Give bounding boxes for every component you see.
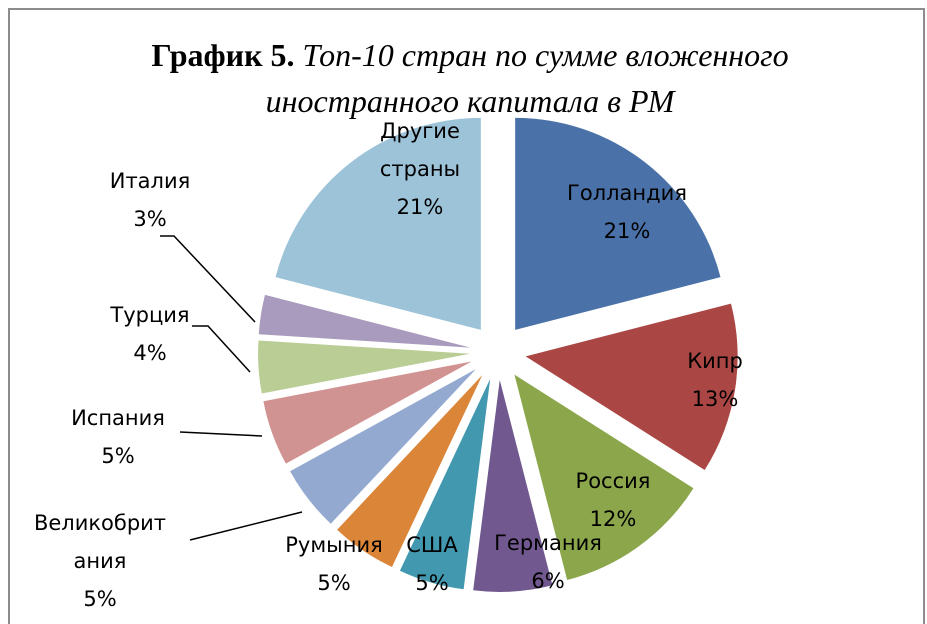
slice-value-label: 5%	[317, 571, 350, 595]
pie-slice	[263, 361, 472, 464]
pie-slice	[275, 117, 481, 330]
slice-label: Германия	[494, 531, 602, 555]
pie-slice	[525, 303, 738, 470]
pie-slice	[515, 117, 721, 330]
pie-slice	[258, 294, 471, 348]
pie-slice	[290, 369, 476, 524]
slice-value-label: 5%	[83, 587, 116, 611]
slice-label: Россия	[576, 469, 651, 493]
slice-value-label: 3%	[133, 207, 166, 231]
leader-line	[160, 235, 256, 323]
pie-slice	[473, 379, 553, 592]
slice-value-label: 6%	[531, 569, 564, 593]
slice-label: США	[406, 533, 458, 557]
chart-title: График 5. Топ-10 стран по сумме вложенно…	[140, 32, 800, 124]
slice-label: Другие страны	[380, 119, 460, 181]
leader-line	[179, 431, 263, 437]
slice-value-label: 12%	[590, 507, 637, 531]
slice-label: Испания	[71, 406, 165, 430]
pie-slice	[337, 375, 483, 567]
pie-slice	[399, 378, 491, 590]
slice-value-label: 13%	[692, 387, 739, 411]
slice-value-label: 5%	[101, 444, 134, 468]
slice-label: Турция	[109, 303, 189, 327]
slice-value-label: 5%	[415, 571, 448, 595]
pie-slice	[258, 340, 471, 394]
slice-value-label: 4%	[133, 341, 166, 365]
slice-label: Кипр	[687, 349, 743, 373]
figure-label: График 5.	[151, 37, 295, 73]
slice-label: Голландия	[567, 181, 687, 205]
slice-label: Италия	[110, 169, 191, 193]
pie-slice	[514, 374, 694, 580]
title-text: Топ-10 стран по сумме вложенного иностра…	[265, 37, 789, 119]
slice-label: Румыния	[285, 533, 383, 557]
slice-label: Великобрит ания	[34, 511, 166, 573]
slice-value-label: 21%	[397, 195, 444, 219]
leader-line	[192, 325, 251, 373]
slice-value-label: 21%	[604, 219, 651, 243]
leader-line	[189, 511, 303, 541]
